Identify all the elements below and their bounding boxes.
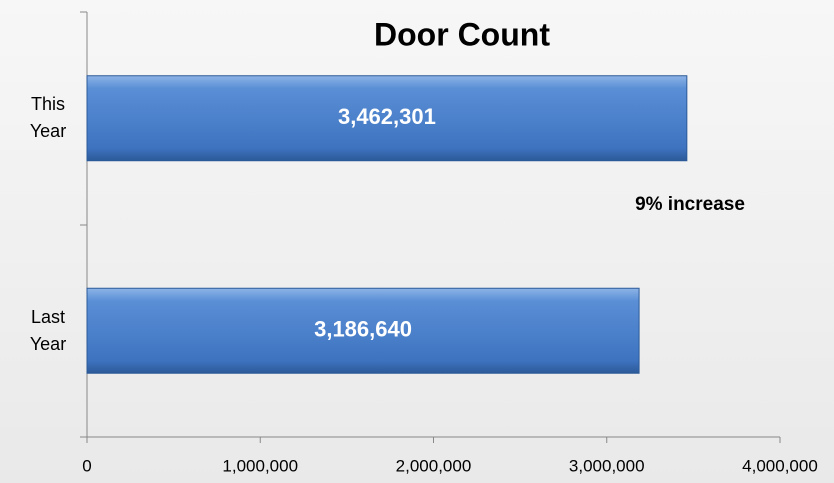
x-tick-label: 0 [82, 456, 91, 475]
x-tick-label: 1,000,000 [222, 456, 298, 475]
x-tick-label: 2,000,000 [396, 456, 472, 475]
data-label: 3,186,640 [314, 317, 412, 342]
x-tick-label: 4,000,000 [742, 456, 818, 475]
chart-title: Door Count [374, 16, 550, 52]
annotation: 9% increase [635, 194, 745, 215]
y-tick-label: This Year [29, 94, 67, 142]
x-tick-label: 3,000,000 [569, 456, 645, 475]
bar [86, 75, 688, 162]
bar [86, 287, 640, 374]
y-tick-label: Last Year [29, 306, 67, 354]
data-label: 3,462,301 [338, 104, 436, 129]
